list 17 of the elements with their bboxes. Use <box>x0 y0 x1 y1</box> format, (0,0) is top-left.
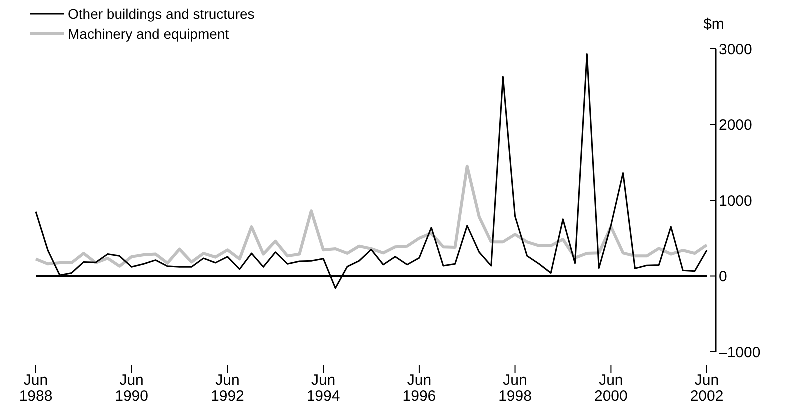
legend-label: Other buildings and structures <box>68 6 255 22</box>
y-tick-label: 1000 <box>719 192 752 210</box>
x-tick-label: Jun 1990 <box>115 372 148 405</box>
y-tick-label: 0 <box>719 268 728 286</box>
x-tick-label: Jun 1998 <box>498 372 532 405</box>
y-tick-label: 2000 <box>719 117 752 134</box>
y-tick-label: –1000 <box>719 344 761 362</box>
x-tick-label: Jun 1994 <box>306 372 340 405</box>
line-series <box>34 164 708 268</box>
legend-label: Machinery and equipment <box>68 26 230 42</box>
x-tick-label: Jun 2000 <box>594 372 628 405</box>
x-tick-label: Jun 2002 <box>690 372 724 405</box>
y-axis-title: $m <box>704 16 724 33</box>
x-tick-label: Jun 1988 <box>19 372 53 405</box>
x-tick-label: Jun 1992 <box>211 372 244 405</box>
y-tick-label: 3000 <box>719 41 752 58</box>
x-tick-label: Jun 1996 <box>402 372 436 405</box>
